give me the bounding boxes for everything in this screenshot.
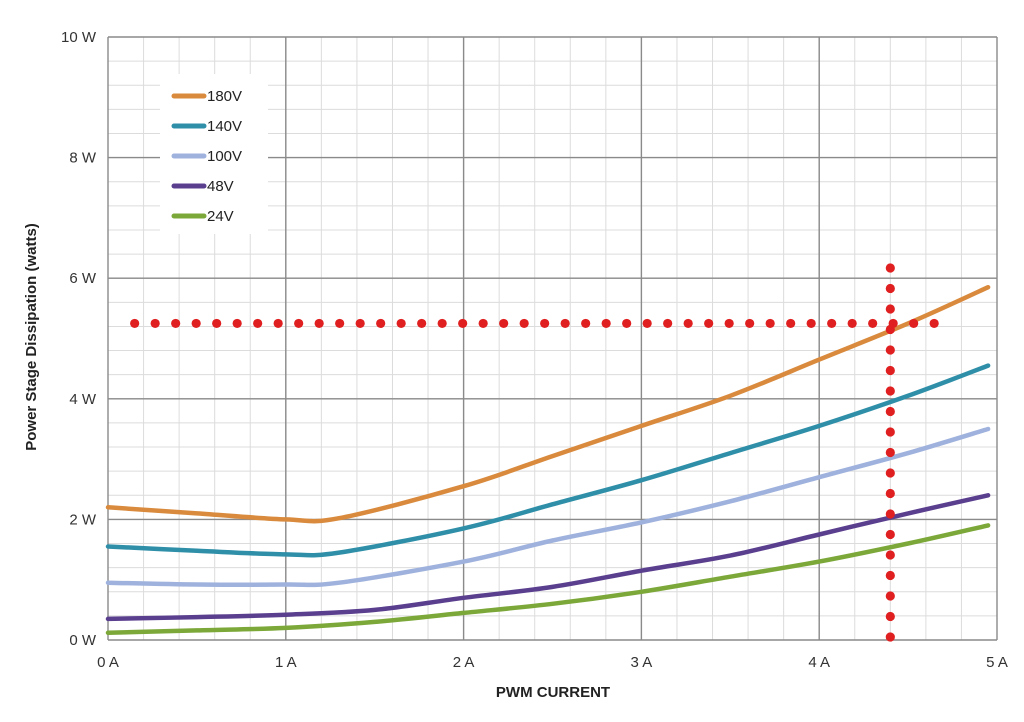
legend-label: 24V: [207, 208, 234, 225]
annotation-dot: [885, 304, 895, 314]
annotation-dot: [417, 318, 427, 329]
annotation-dot: [560, 318, 570, 329]
annotation-dot: [885, 550, 895, 560]
legend-label: 180V: [207, 88, 242, 105]
annotation-dot: [885, 263, 895, 273]
annotation-dot: [642, 318, 652, 329]
annotation-dot: [885, 447, 895, 458]
annotation-dot: [191, 318, 201, 329]
x-axis-label: PWM CURRENT: [496, 684, 610, 701]
x-tick-label: 3 A: [631, 654, 653, 671]
y-tick-labels: 0 W 2 W 4 W 6 W 8 W 10 W: [61, 29, 97, 649]
series-line-24V: [105, 523, 991, 636]
annotation-dot: [786, 318, 796, 329]
annotation-dot: [868, 318, 878, 329]
annotation-dot: [885, 611, 895, 622]
series-lines: [105, 284, 991, 636]
annotation-dot: [683, 318, 693, 329]
annotation-dot: [909, 318, 919, 329]
annotation-dot: [540, 318, 550, 329]
annotation-dot: [355, 318, 365, 329]
annotation-dot: [885, 345, 895, 355]
y-tick-label: 0 W: [69, 632, 97, 649]
x-tick-label: 0 A: [97, 654, 119, 671]
x-tick-labels: 0 A 1 A 2 A 3 A 4 A 5 A: [97, 654, 1008, 671]
x-tick-label: 2 A: [453, 654, 475, 671]
legend-label: 140V: [207, 118, 242, 135]
legend-label: 100V: [207, 148, 242, 165]
series-line-140V: [105, 363, 991, 558]
annotation-dot: [885, 632, 895, 642]
annotation-dot: [827, 318, 837, 329]
annotation-dot: [335, 318, 345, 329]
annotation-dot: [150, 318, 160, 329]
annotations: [130, 263, 939, 642]
annotation-dot: [519, 318, 529, 329]
annotation-dot: [273, 318, 283, 329]
annotation-dot: [885, 591, 895, 601]
annotation-dot: [499, 318, 509, 329]
annotation-dot: [171, 318, 181, 329]
y-tick-label: 10 W: [61, 29, 97, 46]
annotation-dot: [885, 365, 895, 376]
annotation-dot: [212, 318, 222, 329]
legend: 180V 140V 100V 48V 24V: [160, 74, 268, 234]
annotation-dot: [130, 318, 140, 329]
annotation-dot: [885, 386, 895, 396]
y-tick-label: 2 W: [69, 511, 97, 528]
annotation-dot: [847, 318, 857, 329]
annotation-dot: [885, 509, 895, 519]
series-line-48V: [105, 493, 991, 622]
annotation-dot: [885, 529, 895, 540]
annotation-dot: [396, 318, 406, 329]
annotation-dot: [724, 318, 734, 329]
x-tick-label: 5 A: [986, 654, 1008, 671]
y-axis-label: Power Stage Dissipation (watts): [23, 223, 40, 451]
x-tick-label: 1 A: [275, 654, 297, 671]
annotation-dot: [885, 427, 895, 437]
annotation-dot: [663, 318, 673, 329]
annotation-dot: [314, 318, 324, 329]
y-tick-label: 8 W: [69, 150, 97, 167]
y-tick-label: 4 W: [69, 391, 97, 408]
annotation-dot: [253, 318, 263, 329]
major-grid: [107, 36, 998, 641]
annotation-dot: [376, 318, 386, 329]
annotation-dot: [885, 488, 895, 499]
annotation-dot: [885, 468, 895, 478]
annotation-dot: [622, 318, 632, 329]
y-tick-label: 6 W: [69, 270, 97, 287]
annotation-dot: [885, 570, 895, 581]
annotation-dot: [581, 318, 591, 329]
series-line-100V: [105, 426, 991, 588]
annotation-dot: [232, 318, 242, 329]
annotation-dot: [885, 324, 895, 335]
annotation-dot: [601, 318, 611, 329]
annotation-dot: [478, 318, 488, 329]
annotation-dot: [745, 318, 755, 329]
series-line-180V: [105, 284, 991, 524]
annotation-dot: [929, 318, 939, 329]
x-tick-label: 4 A: [808, 654, 830, 671]
annotation-dot: [806, 318, 816, 329]
annotation-dot: [458, 318, 468, 329]
annotation-dot: [885, 283, 895, 294]
annotation-dot: [765, 318, 775, 329]
annotation-dot: [437, 318, 447, 329]
annotation-dot: [294, 318, 304, 329]
annotation-dot: [885, 406, 895, 417]
annotation-dot: [704, 318, 714, 329]
legend-label: 48V: [207, 178, 234, 195]
